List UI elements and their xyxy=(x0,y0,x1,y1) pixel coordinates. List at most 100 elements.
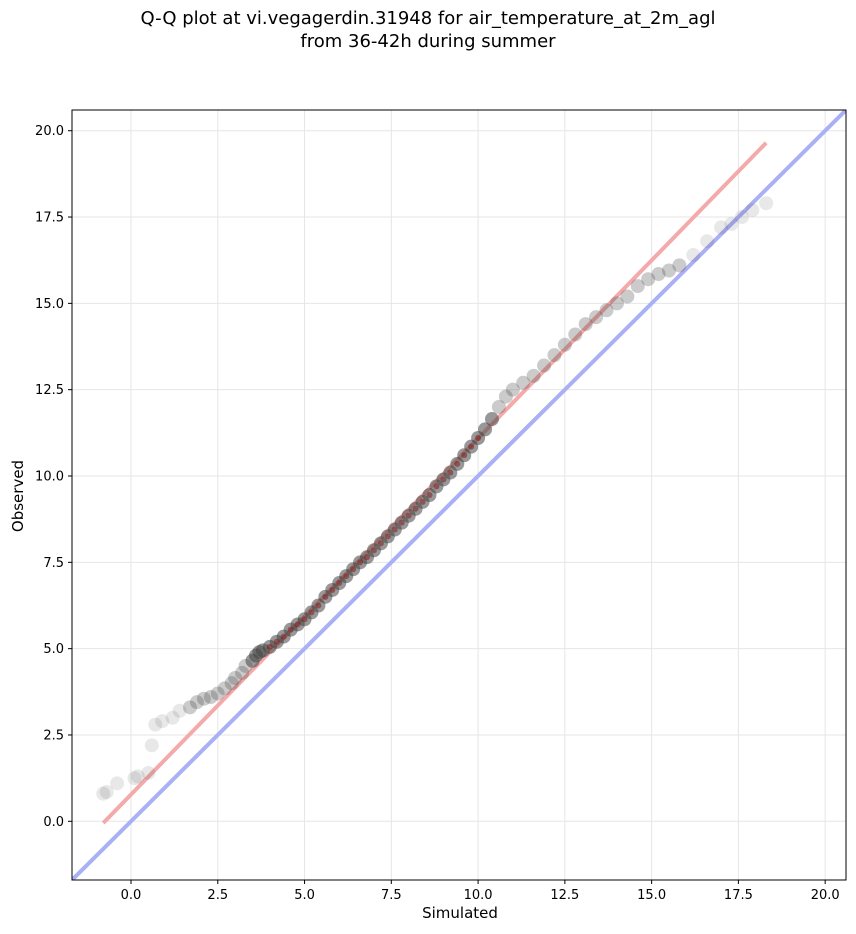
qq-point xyxy=(141,765,156,780)
qq-point xyxy=(130,769,145,784)
qq-point xyxy=(537,358,552,373)
qq-point xyxy=(651,267,666,282)
qq-point-core xyxy=(419,498,426,505)
qq-point xyxy=(547,348,562,363)
qq-point xyxy=(224,676,239,691)
qq-point xyxy=(498,389,513,404)
qq-point xyxy=(110,776,125,791)
qq-point-core xyxy=(280,633,287,640)
qq-point xyxy=(203,689,218,704)
qq-point xyxy=(127,771,142,786)
qq-point-core xyxy=(350,566,357,573)
y-tick-label: 15.0 xyxy=(35,297,64,312)
qq-point-core xyxy=(294,621,301,628)
qq-point-core xyxy=(287,626,294,633)
x-tick-label: 0.0 xyxy=(121,888,142,903)
qq-point xyxy=(235,665,250,680)
qq-point xyxy=(630,279,645,294)
qq-point-core xyxy=(433,483,440,490)
qq-point xyxy=(148,717,163,732)
x-tick-label: 7.5 xyxy=(381,888,402,903)
qq-point-core xyxy=(461,452,468,459)
qq-point-core xyxy=(329,586,336,593)
qq-point-core xyxy=(440,476,447,483)
qq-point-core xyxy=(447,469,454,476)
qq-point xyxy=(568,327,583,342)
qq-point xyxy=(686,248,701,263)
qq-point xyxy=(210,686,225,701)
plot-frame xyxy=(71,109,847,881)
qq-point-core xyxy=(454,460,461,467)
y-tick-label: 5.0 xyxy=(43,642,64,657)
qq-point-core xyxy=(315,602,322,609)
qq-point xyxy=(700,234,715,249)
qq-point xyxy=(589,310,604,325)
qq-point-core xyxy=(475,435,482,442)
qq-point-core xyxy=(336,580,343,587)
qq-point-core xyxy=(301,616,308,623)
qq-point-core xyxy=(322,593,329,600)
x-tick-label: 20.0 xyxy=(811,888,840,903)
x-tick-label: 2.5 xyxy=(207,888,228,903)
qq-point-core xyxy=(266,643,273,650)
y-tick-label: 17.5 xyxy=(35,211,64,226)
y-axis-ticks: 0.0 2.5 5.0 7.5 10.0 12.5 15.0 17.5 20.0 xyxy=(35,124,72,830)
qq-point-core xyxy=(384,533,391,540)
qq-point-core xyxy=(405,512,412,519)
qq-point xyxy=(228,671,243,686)
identity-line xyxy=(72,110,846,880)
y-tick-label: 7.5 xyxy=(43,556,64,571)
qq-point-core xyxy=(273,638,280,645)
qq-point xyxy=(516,375,531,390)
qq-point xyxy=(155,714,170,729)
qq-point xyxy=(599,303,614,318)
qq-point-core xyxy=(364,554,371,561)
qq-point xyxy=(172,703,187,718)
x-tick-label: 5.0 xyxy=(294,888,315,903)
grid-lines xyxy=(72,110,846,880)
x-axis-label: Simulated xyxy=(422,904,498,922)
qq-point xyxy=(189,695,204,710)
x-tick-label: 10.0 xyxy=(464,888,493,903)
qq-point-core xyxy=(398,519,405,526)
qq-point xyxy=(505,382,520,397)
qq-point xyxy=(165,710,180,725)
data-points xyxy=(96,196,774,801)
qq-point-core xyxy=(370,547,377,554)
qq-point xyxy=(196,691,211,706)
x-tick-label: 17.5 xyxy=(724,888,753,903)
qq-point xyxy=(96,786,111,801)
qq-point xyxy=(661,263,676,278)
qq-point-core xyxy=(343,573,350,580)
qq-point xyxy=(484,412,499,427)
chart-title-line1: Q-Q plot at vi.vegagerdin.31948 for air_… xyxy=(140,8,716,29)
x-tick-label: 12.5 xyxy=(550,888,579,903)
qq-point-core xyxy=(468,443,475,450)
y-tick-label: 2.5 xyxy=(43,728,64,743)
qq-point xyxy=(217,681,232,696)
qq-point xyxy=(714,220,729,235)
qq-point xyxy=(734,210,749,225)
qq-point-core xyxy=(391,526,398,533)
qq-point xyxy=(478,422,493,437)
qq-point xyxy=(526,368,541,383)
qq-point xyxy=(609,296,624,311)
qq-point xyxy=(724,216,739,231)
qq-point xyxy=(557,337,572,352)
qq-point-core xyxy=(377,540,384,547)
y-tick-label: 12.5 xyxy=(35,383,64,398)
qq-point xyxy=(745,203,760,218)
x-tick-label: 15.0 xyxy=(637,888,666,903)
qq-point xyxy=(759,196,774,211)
qq-point xyxy=(144,738,159,753)
qq-point-core xyxy=(357,559,364,566)
chart-title-line2: from 36-42h during summer xyxy=(300,31,556,52)
qq-point-core xyxy=(412,505,419,512)
qq-point-core xyxy=(308,609,315,616)
qq-point xyxy=(672,258,687,273)
qq-point xyxy=(578,317,593,332)
qq-point xyxy=(99,784,114,799)
qq-point xyxy=(620,289,635,304)
y-axis-label: Observed xyxy=(9,459,27,533)
